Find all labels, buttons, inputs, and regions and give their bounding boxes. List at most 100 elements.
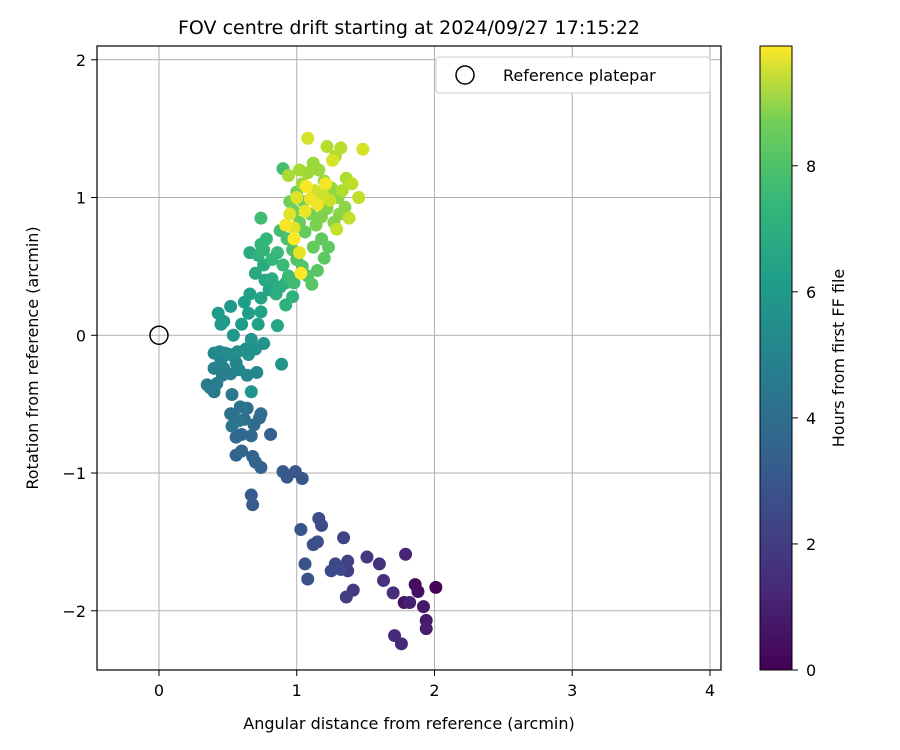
data-point — [279, 218, 293, 232]
x-tick-label: 3 — [567, 681, 577, 700]
chart-title: FOV centre drift starting at 2024/09/27 … — [178, 17, 640, 39]
data-point — [235, 317, 249, 331]
data-point — [248, 455, 262, 469]
data-point — [306, 538, 320, 552]
colorbar-label: Hours from first FF file — [829, 269, 848, 448]
data-point — [399, 547, 413, 561]
data-point — [324, 564, 338, 578]
colorbar — [759, 45, 793, 671]
data-point — [386, 586, 400, 600]
data-point — [372, 557, 386, 571]
data-point — [312, 511, 326, 525]
data-point — [330, 222, 344, 236]
data-point — [225, 419, 239, 433]
data-point — [259, 232, 273, 246]
data-point — [298, 557, 312, 571]
data-point — [411, 584, 425, 598]
data-point — [339, 590, 353, 604]
x-tick-label: 2 — [429, 681, 439, 700]
x-axis-label: Angular distance from reference (arcmin) — [243, 714, 574, 733]
data-point — [287, 232, 301, 246]
data-point — [305, 277, 319, 291]
data-point — [246, 498, 260, 512]
data-point — [226, 328, 240, 342]
colorbar-tick-label: 6 — [806, 283, 816, 302]
data-point — [317, 251, 331, 265]
data-point — [298, 204, 312, 218]
data-point — [286, 290, 300, 304]
data-point — [276, 465, 290, 479]
data-point — [306, 240, 320, 254]
plot-frame — [96, 45, 722, 671]
data-point — [319, 177, 333, 191]
colorbar-tick-label: 4 — [806, 409, 816, 428]
data-point — [254, 305, 268, 319]
data-point — [345, 177, 359, 191]
data-point — [326, 153, 340, 167]
x-tick-label: 0 — [154, 681, 164, 700]
x-tick-label: 1 — [292, 681, 302, 700]
data-point — [251, 317, 265, 331]
data-point — [248, 266, 262, 280]
data-point — [320, 140, 334, 154]
data-point — [225, 388, 239, 402]
y-tick-label: 2 — [76, 51, 86, 70]
data-point — [306, 156, 320, 170]
y-tick-label: 0 — [76, 326, 86, 345]
data-point — [292, 246, 306, 260]
reference-platepar-marker — [149, 325, 169, 346]
data-point — [254, 291, 268, 305]
data-point — [298, 225, 312, 239]
data-point — [301, 131, 315, 145]
data-point — [419, 622, 433, 636]
data-point — [254, 211, 268, 225]
data-point — [388, 629, 402, 643]
data-point — [244, 429, 258, 443]
y-axis-label: Rotation from reference (arcmin) — [23, 226, 42, 489]
data-point — [294, 522, 308, 536]
data-point — [235, 444, 249, 458]
data-point — [429, 580, 443, 594]
data-point — [292, 163, 306, 177]
data-point — [244, 488, 258, 502]
data-point — [275, 357, 289, 371]
data-point — [265, 272, 279, 286]
data-point — [299, 180, 313, 194]
data-point — [244, 332, 258, 346]
data-point — [334, 562, 348, 576]
data-point — [244, 385, 258, 399]
colorbar-ticks: 0 2 4 6 8 — [792, 157, 816, 680]
legend-marker — [455, 65, 475, 85]
data-point — [310, 264, 324, 278]
data-point — [352, 191, 366, 205]
data-point — [335, 184, 349, 198]
data-point — [342, 211, 356, 225]
data-point — [315, 232, 329, 246]
y-tick-label: −1 — [62, 464, 86, 483]
data-point — [310, 197, 324, 211]
y-tick-label: 1 — [76, 189, 86, 208]
data-point — [283, 207, 297, 221]
data-point — [294, 266, 308, 280]
data-point — [281, 168, 295, 182]
data-point — [377, 573, 391, 587]
data-point — [270, 319, 284, 333]
x-tick-label: 4 — [705, 681, 715, 700]
x-axis-ticks: 0 1 2 3 4 — [154, 670, 715, 700]
legend: Reference platepar — [435, 56, 711, 94]
legend-box — [435, 56, 711, 94]
data-point — [338, 200, 352, 214]
data-point — [250, 365, 264, 379]
data-point — [240, 401, 254, 415]
data-point — [416, 600, 430, 614]
colorbar-tick-label: 8 — [806, 157, 816, 176]
colorbar-tick-label: 0 — [806, 661, 816, 680]
data-point — [242, 306, 256, 320]
data-point — [264, 427, 278, 441]
data-point — [217, 314, 231, 328]
data-point — [243, 287, 257, 301]
legend-label: Reference platepar — [503, 66, 656, 85]
y-axis-ticks: −2 −1 0 1 2 — [62, 51, 97, 621]
data-point — [290, 191, 304, 205]
